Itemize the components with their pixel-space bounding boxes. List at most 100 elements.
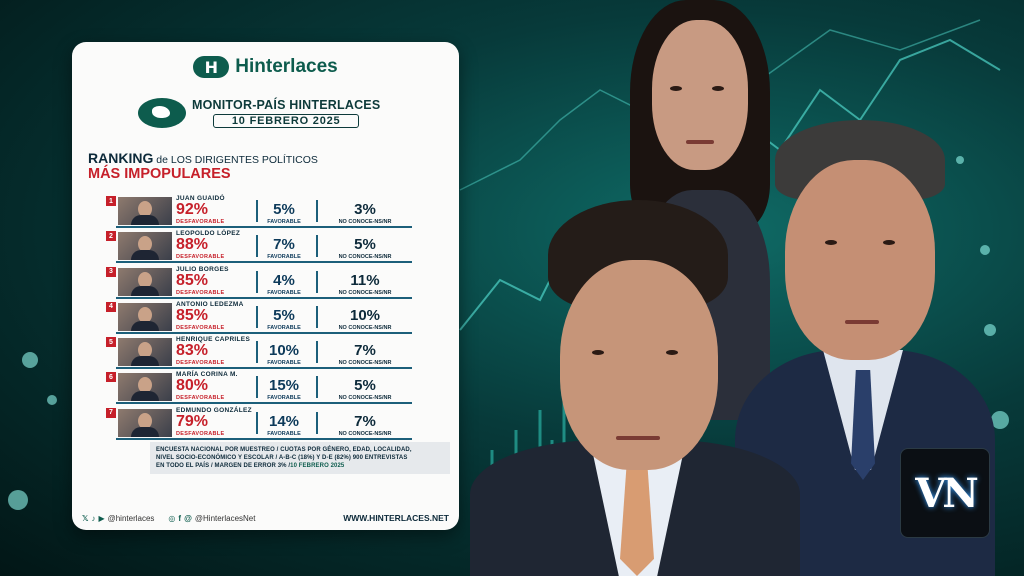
brand-header: H Hinterlaces [72, 56, 459, 78]
social-group-1: 𝕏 ♪ ▶ @hinterlaces [82, 514, 154, 523]
favorable-value: 15% [268, 377, 300, 395]
background-glow-dots [8, 156, 1009, 510]
unfavorable-value: 85% [176, 271, 209, 289]
favorable-label: FAVORABLE [267, 219, 301, 225]
column-divider [256, 376, 258, 399]
ranking-row: 3 JULIO BORGES 85% DESFAVORABLE 4% FAVORABLE 1… [106, 265, 412, 299]
column-divider [316, 235, 318, 258]
unfavorable-value: 85% [176, 306, 209, 324]
unfavorable-value: 92% [176, 201, 209, 218]
monitor-date: 10 FEBRERO 2025 [212, 114, 360, 128]
instagram-icon: ◎ [168, 513, 176, 523]
unknown-label: NO CONOCE-NS/NR [338, 254, 392, 261]
politician-name: MARÍA CORINA M. [176, 371, 238, 379]
column-divider [316, 341, 318, 364]
x-icon: 𝕏 [82, 513, 89, 523]
unknown-value: 10% [349, 306, 381, 324]
monitor-title: MONITOR-PAÍS HINTERLACES [192, 98, 381, 112]
monitor-header: MONITOR-PAÍS HINTERLACES 10 FEBRERO 2025 [138, 98, 380, 128]
unfavorable-value: 80% [176, 377, 209, 395]
ranking-word: RANKING [88, 150, 154, 166]
unknown-value: 5% [354, 236, 376, 254]
column-divider [256, 305, 258, 328]
hinterlaces-logo-icon: H [193, 56, 230, 78]
background-glow-dot [22, 352, 38, 368]
ranking-heading-rest: de LOS DIRIGENTES POLÍTICOS [156, 154, 318, 166]
unfavorable-label: DESFAVORABLE [176, 324, 225, 331]
column-divider [316, 305, 318, 328]
unknown-label: NO CONOCE-NS/NR [338, 395, 392, 402]
politician-name: JUAN GUAIDÓ [176, 195, 225, 202]
ranking-row: 2 LEOPOLDO LÓPEZ 88% DESFAVORABLE 7% FAVORABL… [106, 229, 412, 264]
favorable-label: FAVORABLE [267, 324, 301, 331]
politician-photo [118, 338, 172, 367]
politician-photo [118, 302, 172, 331]
favorable-value: 10% [268, 342, 300, 360]
person-photo-man-front [470, 200, 800, 576]
politician-photo [118, 408, 172, 437]
background-glow-dot [980, 245, 990, 255]
favorable-value: 14% [268, 412, 300, 430]
favorable-label: FAVORABLE [267, 430, 301, 437]
card-footer: 𝕏 ♪ ▶ @hinterlaces ◎ f @ @HinterlacesNet… [72, 506, 459, 530]
ranking-row: 7 EDMUNDO GONZÁLEZ 79% DESFAVORABLE 14% FAVOR… [106, 406, 412, 440]
favorable-value: 5% [273, 201, 295, 218]
brand-name: Hinterlaces [235, 56, 338, 77]
unfavorable-value: 83% [176, 342, 209, 360]
unknown-value: 7% [354, 412, 376, 430]
column-divider [256, 235, 258, 258]
footer-website: WWW.HINTERLACES.NET [343, 513, 449, 523]
vn-channel-logo: VN [900, 448, 990, 538]
background-glow-dot [984, 324, 996, 336]
favorable-label: FAVORABLE [267, 360, 301, 367]
rank-badge: 6 [106, 372, 116, 383]
background-glow-dot [47, 395, 57, 405]
note-line-1: ENCUESTA NACIONAL POR MUESTREO / CUOTAS … [156, 447, 412, 453]
politician-name: JULIO BORGES [176, 265, 229, 273]
ranking-row: 6 MARÍA CORINA M. 80% DESFAVORABLE 15% FAVORA… [106, 370, 412, 405]
column-divider [316, 200, 318, 222]
rank-badge: 4 [106, 301, 116, 312]
vn-logo-text: VN [915, 469, 979, 517]
unknown-label: NO CONOCE-NS/NR [338, 324, 392, 331]
rank-badge: 1 [106, 196, 116, 206]
ranking-row: 4 ANTONIO LEDEZMA 85% DESFAVORABLE 5% FAVORAB… [106, 300, 412, 334]
column-divider [316, 270, 318, 293]
methodology-note: ENCUESTA NACIONAL POR MUESTREO / CUOTAS … [150, 442, 450, 474]
unfavorable-label: DESFAVORABLE [176, 395, 225, 402]
poll-infographic-card: H Hinterlaces MONITOR-PAÍS HINTERLACES 1… [72, 42, 459, 530]
ranking-subheading: MÁS IMPOPULARES [88, 166, 231, 182]
rank-badge: 5 [106, 337, 116, 348]
politician-name: ANTONIO LEDEZMA [176, 300, 244, 308]
politician-photo [118, 232, 172, 261]
unfavorable-label: DESFAVORABLE [176, 289, 225, 296]
unknown-label: NO CONOCE-NS/NR [338, 360, 392, 367]
background-glow-dot [8, 490, 28, 510]
favorable-value: 4% [273, 271, 295, 289]
politician-photo [118, 197, 172, 225]
note-line-3: EN TODO EL PAÍS / MARGEN DE ERROR 3% / [156, 463, 291, 469]
politician-photo [118, 267, 172, 296]
politician-name: EDMUNDO GONZÁLEZ [176, 406, 252, 414]
unfavorable-value: 88% [176, 236, 209, 254]
unknown-value: 7% [354, 342, 376, 360]
tiktok-icon: ♪ [91, 513, 96, 523]
favorable-value: 5% [273, 306, 295, 324]
favorable-label: FAVORABLE [267, 254, 301, 261]
ranking-row: 1 JUAN GUAIDÓ 92% DESFAVORABLE 5% FAVORABLE 3%… [106, 194, 412, 228]
column-divider [256, 341, 258, 364]
unfavorable-label: DESFAVORABLE [176, 360, 225, 367]
politician-name: HENRIQUE CAPRILES [176, 336, 251, 344]
unknown-value: 3% [354, 201, 376, 218]
favorable-label: FAVORABLE [267, 289, 301, 296]
unknown-label: NO CONOCE-NS/NR [338, 430, 392, 437]
unfavorable-value: 79% [176, 412, 209, 430]
threads-icon: @ [184, 513, 192, 523]
rank-badge: 2 [106, 231, 116, 242]
ranking-heading: RANKING de LOS DIRIGENTES POLÍTICOS [88, 150, 318, 166]
rank-badge: 7 [106, 407, 116, 418]
youtube-icon: ▶ [98, 513, 105, 523]
facebook-icon: f [178, 513, 182, 523]
column-divider [316, 411, 318, 434]
unknown-label: NO CONOCE-NS/NR [338, 219, 392, 225]
